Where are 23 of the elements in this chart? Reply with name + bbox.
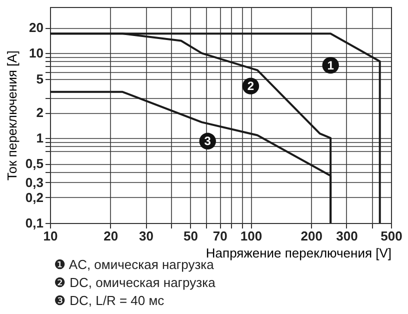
x-tick-label: 500 — [380, 228, 402, 244]
y-tick-label: 0,2 — [25, 190, 44, 205]
x-tick-label: 30 — [139, 228, 154, 244]
y-tick-label: 0,1 — [25, 216, 44, 230]
text: ❸ DC, L/R = 40 мс — [54, 293, 165, 308]
x-tick-label: 100 — [240, 228, 262, 244]
x-tick-label: 50 — [184, 228, 198, 244]
y-axis-title: Ток переключения [A] — [4, 50, 20, 181]
annotation: 2 — [247, 79, 254, 94]
y-tick-label: 2 — [36, 105, 44, 120]
text: ❷ DC, омическая нагрузка — [54, 275, 216, 290]
y-tick-label: 20 — [29, 20, 44, 36]
y-tick-label: 0,3 — [25, 174, 44, 190]
annotation: 1 — [327, 58, 334, 72]
x-tick-label: 20 — [104, 228, 118, 244]
y-tick-label: 0,5 — [25, 156, 44, 172]
y-tick-label: 5 — [36, 71, 44, 86]
y-tick-label: 10 — [29, 46, 44, 61]
x-tick-label: 70 — [212, 228, 228, 244]
x-tick-label: 300 — [336, 228, 358, 244]
annotation: 3 — [204, 134, 212, 148]
x-tick-label: 200 — [300, 228, 322, 244]
y-tick-label: 1 — [36, 130, 44, 146]
